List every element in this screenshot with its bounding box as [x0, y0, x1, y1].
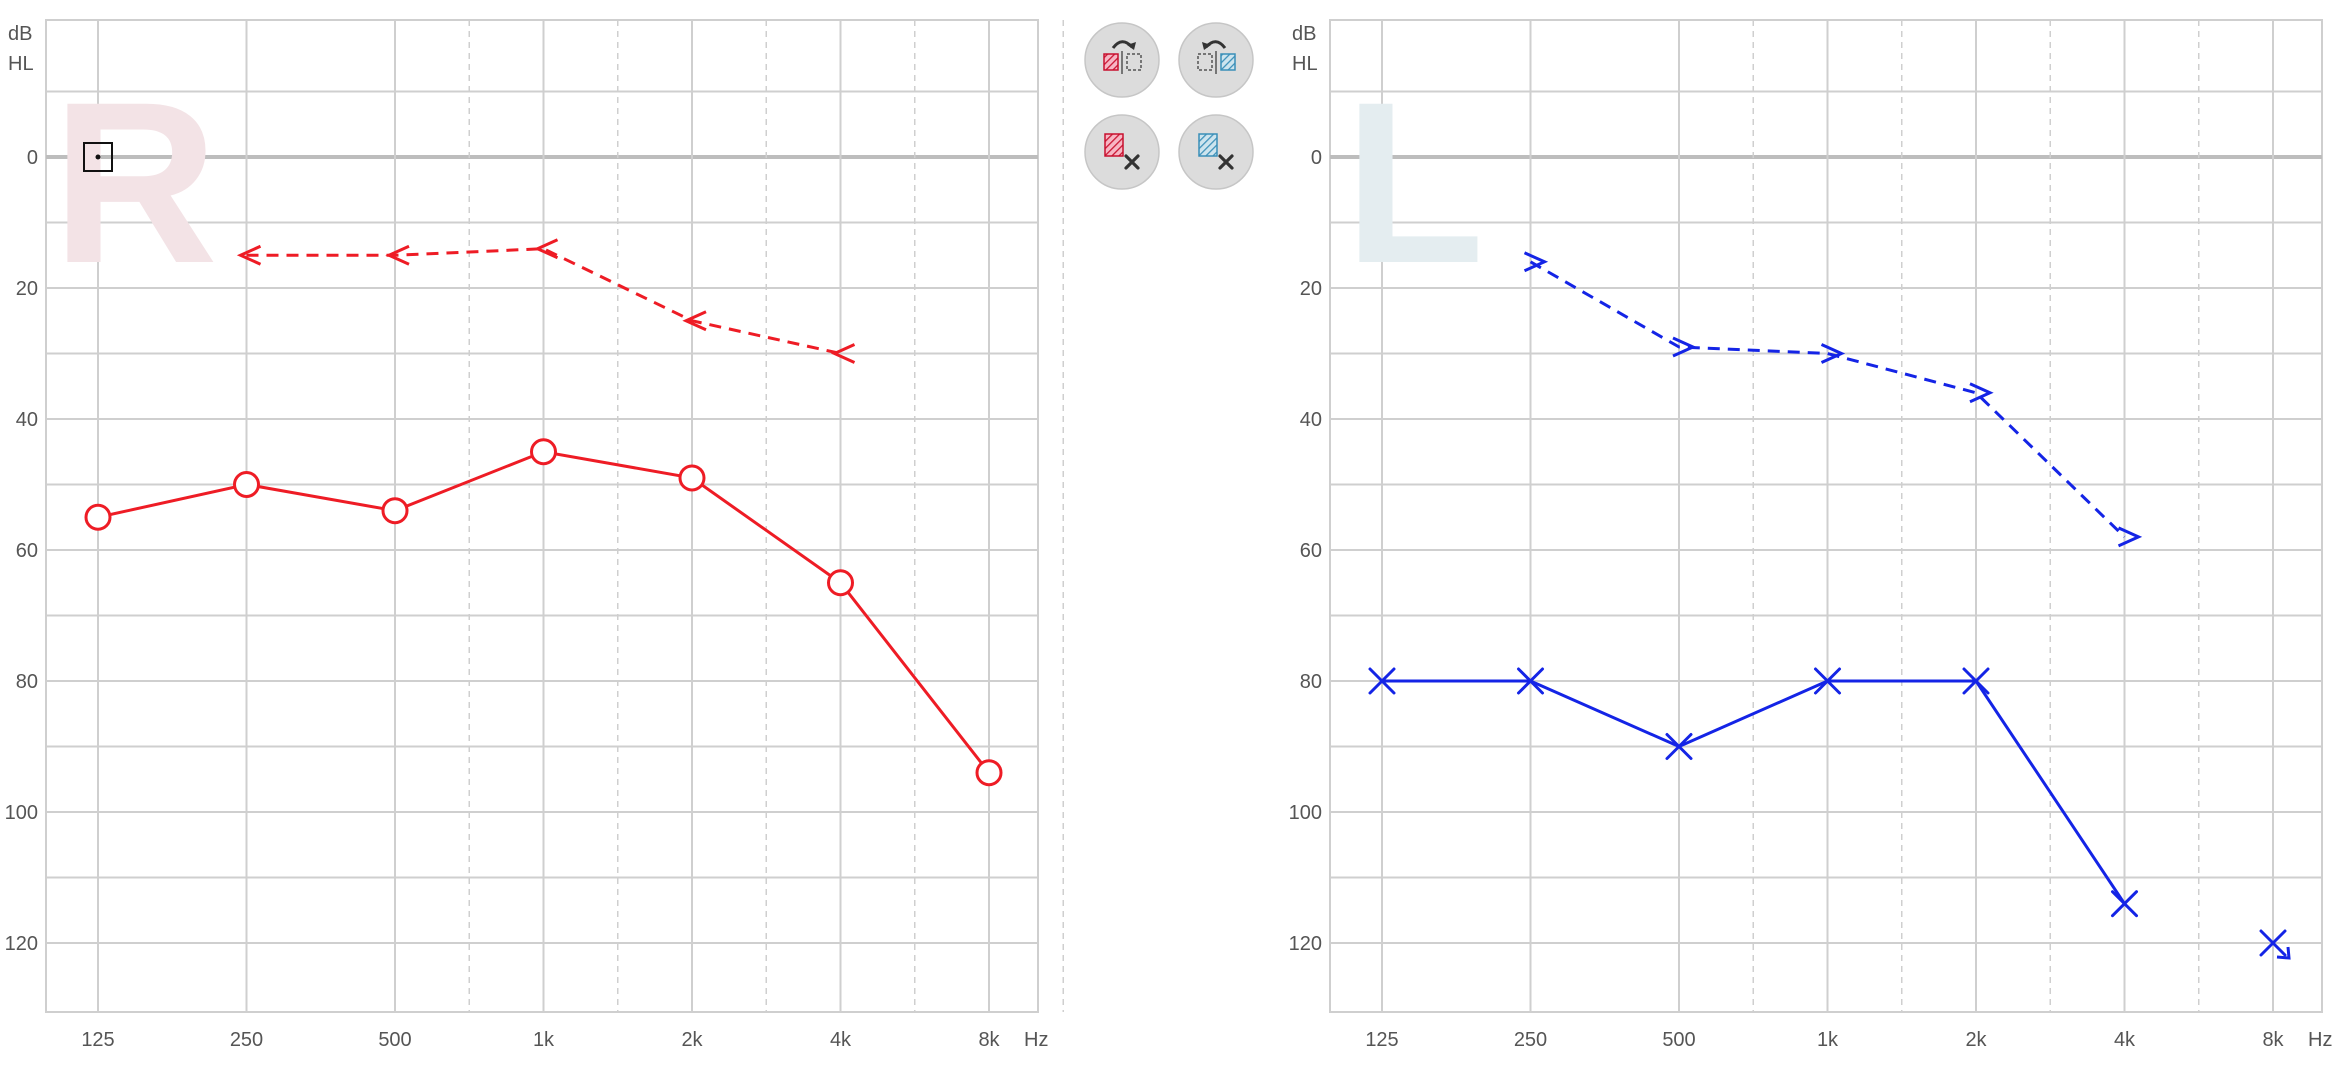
x-tick-label: 4k: [830, 1029, 852, 1051]
data-point: [2117, 526, 2143, 548]
y-tick-label: 60: [16, 540, 38, 562]
data-point: [1672, 336, 1697, 358]
data-point: [1523, 251, 1549, 273]
data-point: [1820, 343, 1846, 364]
plot-border: [45, 19, 1039, 1013]
left-marks: [1368, 251, 2291, 960]
y-tick-label: 100: [5, 802, 38, 824]
series-line: [1529, 260, 2126, 538]
clear-right-button[interactable]: [1084, 114, 1160, 190]
data-point: [830, 343, 856, 364]
copy-left-to-right-icon: [1197, 40, 1236, 74]
x-tick-label: 4k: [2114, 1029, 2136, 1051]
left-ear-letter: L: [1344, 54, 1485, 311]
data-point: [233, 471, 260, 498]
data-point: [1368, 667, 1396, 695]
x-tick-label: 1k: [533, 1029, 555, 1051]
annotation-marker: [2259, 929, 2291, 960]
x-tick-label: 8k: [2262, 1029, 2284, 1051]
y-tick-label: 20: [16, 278, 38, 300]
plot-border: [1329, 19, 2323, 1013]
data-point: [975, 759, 1003, 787]
y-tick-label: 60: [1300, 540, 1322, 562]
x-tick-label: 1k: [1817, 1029, 1839, 1051]
data-point: [530, 438, 557, 466]
audiogram-toolbar: [1084, 22, 1254, 190]
y-tick-label: 40: [1300, 409, 1322, 431]
right-y-unit-db: dB: [8, 23, 32, 45]
y-tick-label: 0: [27, 147, 38, 169]
y-tick-label: 40: [16, 409, 38, 431]
data-point: [1665, 733, 1693, 760]
x-tick-label: 250: [1514, 1029, 1547, 1051]
x-tick-label: 125: [1365, 1029, 1398, 1051]
data-point: [682, 310, 707, 332]
right-ear-audiogram: R dB HL Hz 0 20 40 60 80 100 120 125 250 500 1k 2k 4…: [5, 19, 1064, 1051]
x-tick-label: 250: [230, 1029, 263, 1051]
left-ear-audiogram: L dB HL Hz 0 20 40 60 80 100 120 125 250 500 1k 2k 4…: [1289, 19, 2332, 1051]
copy-right-to-left-icon: [1103, 40, 1142, 74]
x-tick-label: 2k: [1965, 1029, 1987, 1051]
right-x-unit: Hz: [1024, 1029, 1048, 1051]
series-line: [1382, 679, 2126, 905]
clear-right-icon: [1104, 133, 1140, 170]
data-point: [84, 503, 112, 531]
right-ticks: 0 20 40 60 80 100 120 125 250 500 1k 2k 4k 8k: [5, 147, 1001, 1051]
y-tick-label: 80: [16, 671, 38, 693]
copy-left-to-right-button[interactable]: [1178, 22, 1254, 98]
x-tick-label: 125: [81, 1029, 114, 1051]
x-tick-label: 500: [1662, 1029, 1695, 1051]
data-point: [385, 244, 410, 266]
x-tick-label: 8k: [978, 1029, 1000, 1051]
x-tick-label: 2k: [681, 1029, 703, 1051]
y-tick-label: 100: [1289, 802, 1322, 824]
y-tick-label: 120: [5, 933, 38, 955]
data-point: [381, 497, 409, 525]
y-tick-label: 20: [1300, 278, 1322, 300]
data-point: [1517, 667, 1544, 695]
x-tick-label: 500: [378, 1029, 411, 1051]
right-marks: [83, 142, 1003, 787]
left-y-unit-db: dB: [1292, 23, 1316, 45]
y-tick-label: 0: [1311, 147, 1322, 169]
annotation-marker: [83, 142, 113, 172]
right-grid: [45, 19, 1064, 1013]
right-ear-letter: R: [52, 54, 218, 311]
y-tick-label: 120: [1289, 933, 1322, 955]
data-point: [236, 244, 262, 266]
clear-left-icon: [1198, 133, 1234, 170]
data-point: [1814, 667, 1841, 695]
right-y-unit-hl: HL: [8, 53, 34, 75]
data-point: [1969, 382, 1994, 404]
left-x-unit: Hz: [2308, 1029, 2332, 1051]
data-point: [1962, 667, 1990, 695]
copy-right-to-left-button[interactable]: [1084, 22, 1160, 98]
y-tick-label: 80: [1300, 671, 1322, 693]
left-grid: [1329, 19, 2323, 1013]
data-point: [678, 464, 706, 492]
data-point: [827, 569, 854, 597]
left-y-unit-hl: HL: [1292, 53, 1318, 75]
data-point: [533, 238, 559, 260]
left-ticks: 0 20 40 60 80 100 120 125 250 500 1k 2k 4k 8k: [1289, 147, 2285, 1051]
data-point: [2111, 890, 2138, 918]
clear-left-button[interactable]: [1178, 114, 1254, 190]
